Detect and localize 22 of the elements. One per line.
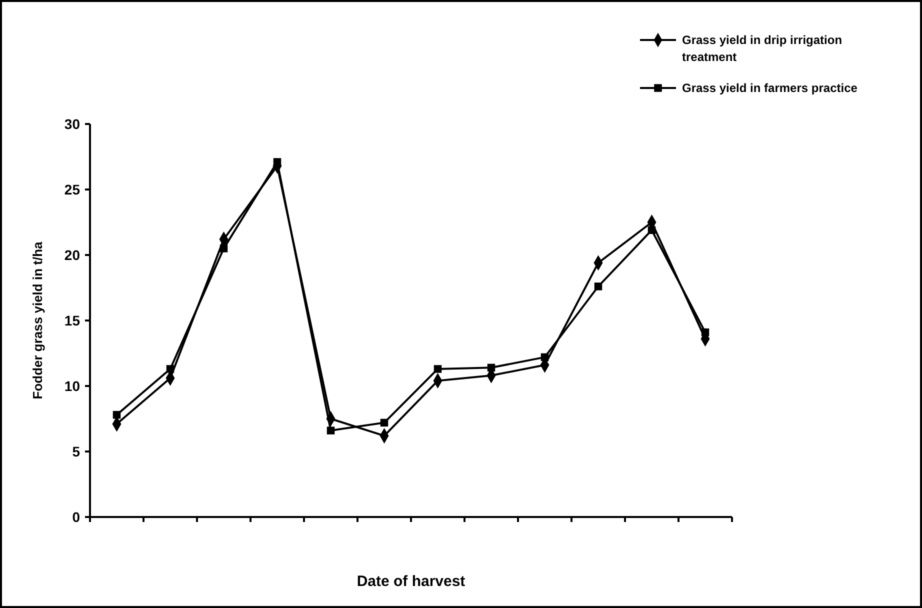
y-tick-label: 15: [64, 312, 80, 328]
point: [487, 364, 496, 372]
legend-label: Grass yield in drip irrigation treatment: [682, 33, 842, 64]
point: [220, 244, 228, 252]
y-tick-label: 30: [64, 116, 80, 132]
y-tick-label: 0: [72, 508, 80, 525]
point: [701, 328, 710, 336]
x-axis-title: Date of harvest: [356, 573, 466, 590]
y-axis-title: Fodder grass yield in t/ha: [30, 240, 45, 400]
y-tick-label: 25: [64, 181, 80, 198]
point: [380, 418, 388, 427]
y-tick-label: 5: [72, 443, 80, 460]
point: [326, 426, 335, 434]
point: [594, 282, 602, 290]
point: [112, 410, 121, 419]
point: [540, 353, 549, 362]
point: [648, 226, 656, 234]
point: [166, 365, 174, 373]
y-tick-label: 20: [64, 246, 80, 263]
legend-label: Grass yield in farmers practice: [682, 81, 858, 96]
y-tick-label: 10: [64, 378, 80, 394]
point: [434, 365, 442, 373]
